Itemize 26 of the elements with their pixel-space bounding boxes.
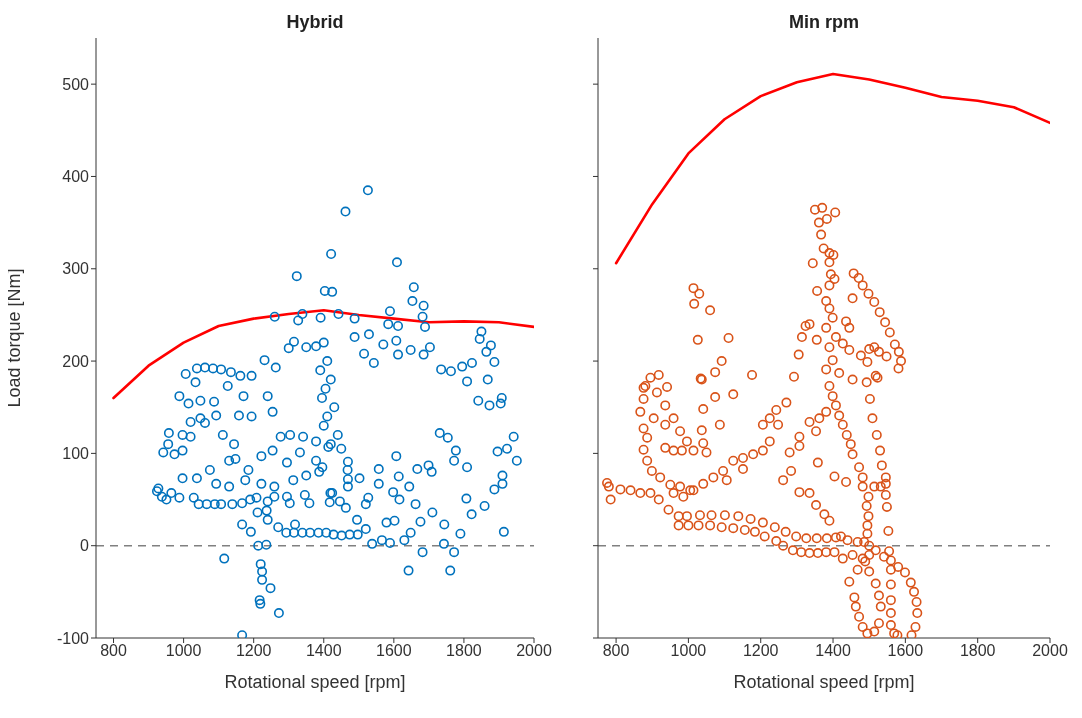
chart-title: Hybrid	[285, 12, 345, 33]
y-tick-label: 200	[62, 352, 90, 370]
x-tick-label: 1800	[446, 642, 482, 660]
x-tick-label: 1800	[959, 642, 996, 660]
y-tick-label: 300	[62, 260, 90, 278]
x-tick-label: 1400	[305, 642, 342, 660]
y-axis-title: Load torque [Nm]	[4, 268, 25, 408]
x-axis-title: Rotational speed [rpm]	[224, 672, 406, 692]
x-tick-label: 1600	[887, 642, 924, 660]
x-tick-label: 800	[602, 642, 630, 660]
y-tick-label: 100	[62, 445, 90, 463]
x-tick-label: 1400	[815, 642, 851, 660]
x-tick-label: 2000	[516, 642, 552, 660]
y-tick-label: 400	[62, 168, 90, 186]
x-tick-label: 2000	[1032, 642, 1068, 660]
x-tick-label: 1000	[670, 642, 707, 660]
x-tick-label: 1000	[165, 642, 202, 660]
x-tick-label: 1600	[376, 642, 412, 660]
x-tick-label: 800	[100, 642, 127, 660]
chart-title: Min rpm	[788, 12, 860, 33]
y-tick-label: -100	[56, 629, 90, 647]
x-tick-label: 1200	[742, 642, 779, 660]
x-axis-title: Rotational speed [rpm]	[733, 672, 915, 692]
y-tick-label: 0	[80, 537, 90, 555]
y-tick-label: 500	[62, 75, 90, 93]
x-tick-label: 1200	[235, 642, 272, 660]
